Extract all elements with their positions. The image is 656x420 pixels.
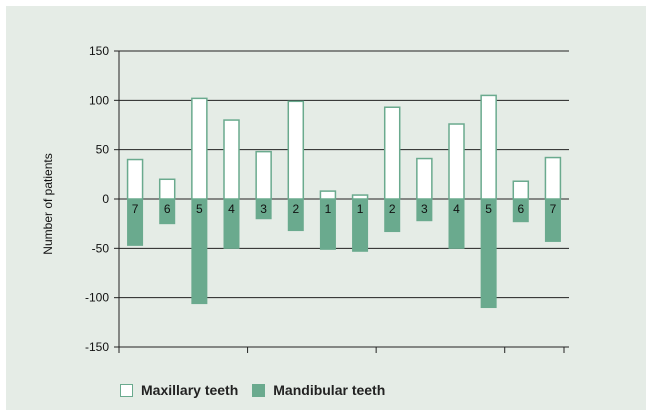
- bar-mandibular-3: [223, 198, 240, 249]
- legend-swatch-mandibular: [252, 383, 266, 397]
- y-tick-label-5: -100: [85, 291, 109, 305]
- bar-mandibular-0: [127, 198, 144, 246]
- bar-mandibular-4: [255, 198, 272, 220]
- bar-labels: 7 6 5 4 3 2 1 1 2 3 4 5 6 7: [132, 202, 557, 216]
- bars: [126, 94, 562, 309]
- y-tick-label-3: 0: [102, 192, 109, 206]
- bar-maxillary-1: [158, 178, 176, 200]
- bar-label-13: 7: [550, 202, 557, 216]
- bar-label-4: 3: [260, 202, 267, 216]
- bar-mandibular-1: [159, 198, 176, 225]
- bar-mandibular-5: [287, 198, 304, 232]
- bar-mandibular-2: [191, 198, 208, 305]
- bar-maxillary-3: [223, 119, 240, 200]
- bar-chart: 150 100 50 0 -50 -100 -150 7 6 5 4 3 2 1 1 2 3 4 5 6 7 Numb…: [41, 44, 569, 354]
- bar-mandibular-10: [448, 198, 465, 249]
- bar-label-9: 3: [421, 202, 428, 216]
- bar-maxillary-11: [480, 94, 497, 200]
- bar-label-1: 6: [164, 202, 171, 216]
- bar-label-8: 2: [389, 202, 396, 216]
- legend-item-maxillary: Maxillary teeth: [120, 382, 238, 398]
- y-axis-title: Number of patients: [41, 153, 55, 254]
- legend-label-mandibular: Mandibular teeth: [273, 382, 386, 398]
- bar-label-2: 5: [196, 202, 203, 216]
- y-tick-label-6: -150: [85, 340, 109, 354]
- bar-mandibular-7: [352, 198, 369, 252]
- bar-mandibular-9: [416, 198, 433, 222]
- bar-label-12: 6: [517, 202, 524, 216]
- y-tick-label-0: 150: [89, 44, 109, 58]
- bar-label-7: 1: [357, 202, 364, 216]
- bar-label-5: 2: [292, 202, 299, 216]
- legend-item-mandibular: Mandibular teeth: [252, 382, 385, 398]
- bar-mandibular-13: [544, 198, 561, 242]
- bar-maxillary-8: [383, 106, 401, 200]
- bar-maxillary-13: [544, 156, 562, 200]
- bar-mandibular-12: [512, 198, 529, 223]
- bar-maxillary-6: [319, 190, 337, 200]
- bar-maxillary-2: [191, 97, 208, 200]
- bar-maxillary-9: [416, 157, 433, 200]
- legend-swatch-maxillary: [120, 383, 133, 397]
- axes: 150 100 50 0 -50 -100 -150: [85, 44, 565, 354]
- bar-label-11: 5: [485, 202, 492, 216]
- y-tick-label-2: 50: [96, 143, 110, 157]
- y-tick-label-4: -50: [92, 241, 110, 255]
- bar-mandibular-8: [384, 198, 401, 233]
- bar-maxillary-4: [255, 150, 272, 200]
- bar-label-0: 7: [132, 202, 139, 216]
- bar-maxillary-10: [448, 123, 465, 200]
- gridlines: [119, 50, 569, 348]
- bar-mandibular-11: [480, 198, 497, 309]
- chart-frame: 150 100 50 0 -50 -100 -150 7 6 5 4 3 2 1 1 2 3 4 5 6 7 Numb…: [6, 6, 646, 410]
- bar-label-6: 1: [325, 202, 332, 216]
- bar-mandibular-6: [319, 198, 336, 250]
- bar-maxillary-7: [351, 194, 369, 200]
- bar-maxillary-12: [512, 180, 530, 200]
- bar-label-3: 4: [228, 202, 235, 216]
- bar-label-10: 4: [453, 202, 460, 216]
- y-tick-label-1: 100: [89, 93, 109, 107]
- bar-maxillary-5: [287, 100, 305, 200]
- legend-label-maxillary: Maxillary teeth: [141, 382, 239, 398]
- bar-maxillary-0: [126, 158, 144, 200]
- legend: Maxillary teeth Mandibular teeth: [120, 382, 399, 398]
